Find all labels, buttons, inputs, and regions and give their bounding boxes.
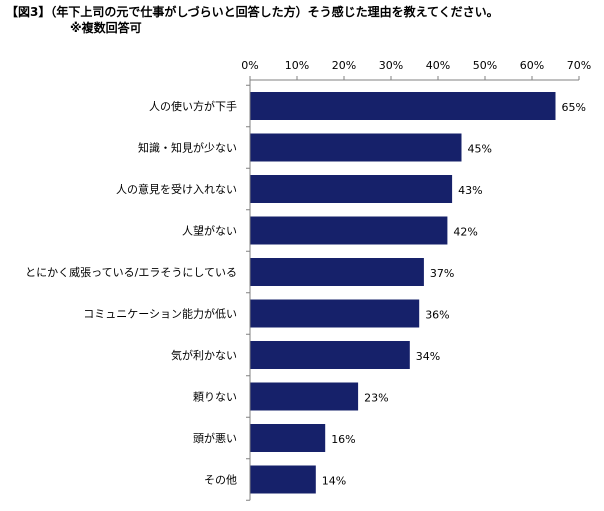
bar <box>250 382 359 411</box>
x-tick-label: 0% <box>241 59 258 72</box>
category-label: 知識・知見が少ない <box>138 141 237 155</box>
x-tick-label: 20% <box>332 59 356 72</box>
bar <box>250 133 462 162</box>
x-tick-label: 60% <box>520 59 544 72</box>
category-label: 人の意見を受け入れない <box>116 182 237 196</box>
bar <box>250 216 448 245</box>
bar <box>250 424 326 452</box>
category-label: 気が利かない <box>171 348 237 362</box>
category-label: 頭が悪い <box>193 431 237 445</box>
data-label: 43% <box>458 184 482 197</box>
data-label: 14% <box>322 475 346 488</box>
data-label: 45% <box>468 143 492 156</box>
chart-title-block: 【図3】（年下上司の元で仕事がしづらいと回答した方）そう感じた理由を教えてくださ… <box>6 4 499 36</box>
data-label: 42% <box>453 226 477 239</box>
category-label: 頼りない <box>193 391 237 404</box>
bar <box>250 258 424 286</box>
category-label: 人の使い方が下手 <box>149 99 237 113</box>
bar <box>250 299 420 328</box>
bar <box>250 92 556 120</box>
x-tick-label: 70% <box>567 59 591 72</box>
data-label: 23% <box>364 392 388 405</box>
data-label: 34% <box>416 350 440 363</box>
x-tick-label: 30% <box>379 59 403 72</box>
bar <box>250 465 316 494</box>
chart-title: 【図3】（年下上司の元で仕事がしづらいと回答した方）そう感じた理由を教えてくださ… <box>6 5 499 19</box>
chart-subtitle: ※複数回答可 <box>70 21 142 35</box>
category-label: とにかく威張っている/エラそうにしている <box>25 266 237 279</box>
x-tick-label: 10% <box>285 59 309 72</box>
x-tick-label: 40% <box>426 59 450 72</box>
data-label: 36% <box>425 309 449 322</box>
bar <box>250 175 453 203</box>
data-label: 16% <box>331 433 355 446</box>
category-label: 人望がない <box>182 224 237 238</box>
data-label: 37% <box>430 267 454 280</box>
bar <box>250 341 410 369</box>
data-label: 65% <box>562 101 586 114</box>
x-tick-label: 50% <box>473 59 497 72</box>
category-label: コミュニケーション能力が低い <box>83 307 237 321</box>
category-label: その他 <box>204 474 237 487</box>
